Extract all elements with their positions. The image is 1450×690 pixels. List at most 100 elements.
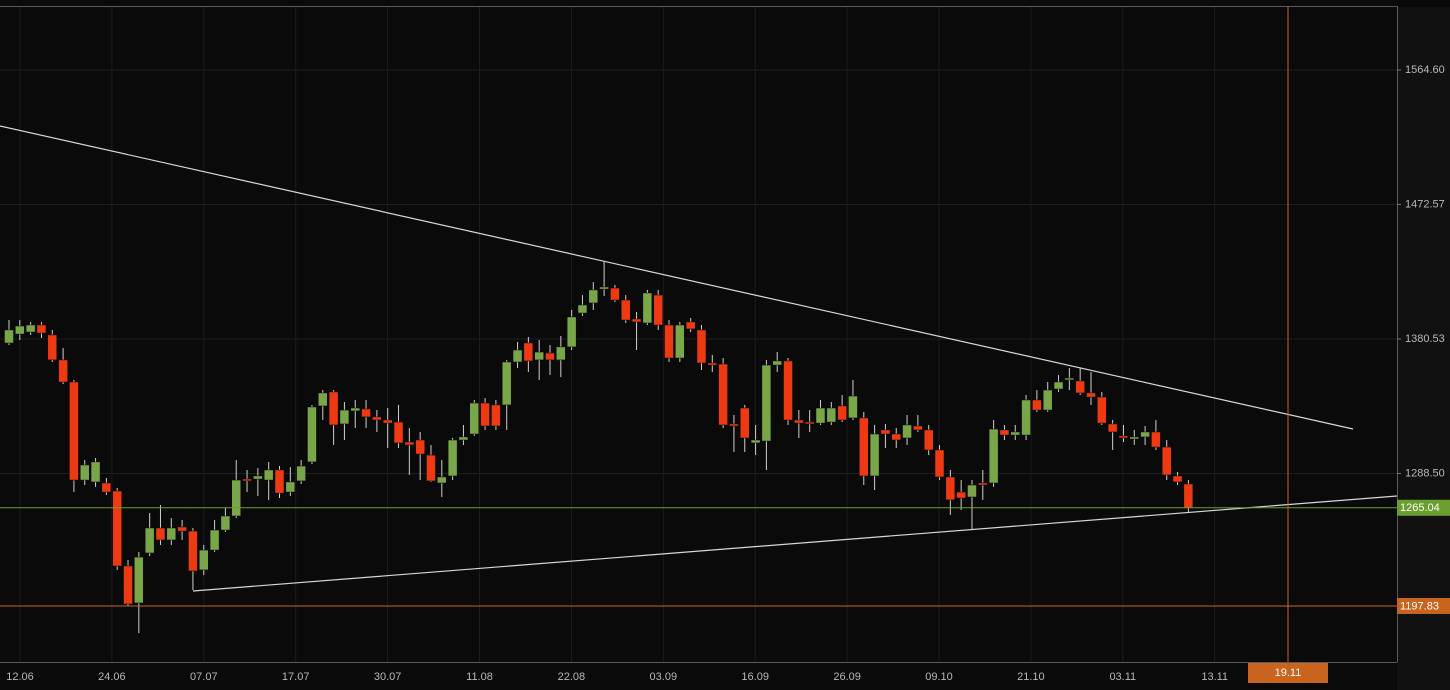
candle-body: [372, 416, 382, 421]
candle-body: [112, 490, 122, 567]
candle-body: [794, 419, 804, 424]
candle-body: [859, 417, 869, 477]
candle-body: [361, 408, 371, 418]
candle-body: [740, 407, 750, 439]
candle-body: [1064, 377, 1075, 381]
candle-body: [566, 316, 577, 348]
candle-body: [988, 428, 999, 484]
candle-body: [772, 360, 782, 366]
candle-body: [664, 324, 674, 359]
candle-body: [545, 352, 555, 361]
candle-body: [382, 419, 393, 424]
candle-body: [480, 402, 490, 427]
candle-body: [69, 381, 79, 481]
x-tick-label: 24.06: [98, 671, 126, 683]
candle-body: [177, 526, 187, 532]
candle-body: [761, 364, 772, 442]
candle-body: [491, 404, 501, 427]
candle-body: [1172, 475, 1183, 483]
candle-body: [36, 324, 47, 334]
x-tick-label: 17.07: [282, 671, 310, 683]
candle-body: [696, 329, 707, 364]
candle-body: [15, 325, 25, 335]
candle-body: [274, 469, 285, 494]
candle-body: [967, 484, 977, 498]
candle-body: [469, 402, 480, 435]
candle-body: [1140, 431, 1150, 438]
candle-body: [318, 392, 328, 407]
candle-body: [610, 287, 620, 301]
price-label: 1265.04: [1400, 502, 1440, 514]
candle-body: [415, 439, 425, 455]
price-label-box: [1397, 597, 1450, 614]
candle-body: [902, 424, 912, 439]
candle-body: [729, 423, 739, 427]
candle-body: [934, 449, 945, 478]
candle-body: [4, 329, 14, 344]
candle-body: [599, 286, 609, 290]
candle-body: [707, 362, 718, 366]
candle-body: [437, 476, 447, 484]
candle-body: [653, 294, 663, 326]
x-tick-label: 22.08: [558, 671, 586, 683]
cursor-label: 19.11: [1275, 667, 1302, 679]
candle-body: [783, 360, 793, 421]
candle-body: [588, 289, 599, 304]
candle-body: [1053, 381, 1064, 390]
candle-body: [891, 433, 901, 441]
price-label-box: [1397, 499, 1450, 516]
candle-body: [404, 441, 415, 446]
candle-body: [1021, 399, 1031, 436]
candle-body: [209, 529, 220, 551]
x-tick-label: 26.09: [833, 671, 861, 683]
y-tick-label: 1564.60: [1405, 64, 1445, 76]
x-tick-label: 16.09: [741, 671, 769, 683]
candle-body: [837, 405, 847, 421]
candle-body: [58, 359, 68, 383]
candle-body: [447, 439, 458, 477]
candle-body: [101, 482, 112, 493]
candle-body: [880, 429, 891, 435]
candle-body: [79, 464, 90, 481]
x-tick-label: 13.11: [1201, 671, 1228, 683]
candle-body: [339, 409, 350, 425]
x-tick-label: 07.07: [190, 671, 218, 683]
candle-body: [642, 292, 653, 324]
candle-body: [620, 299, 631, 321]
x-tick-label: 11.08: [466, 671, 493, 683]
candle-body: [631, 318, 642, 323]
candles: [4, 262, 1194, 634]
candle-body: [685, 321, 696, 330]
candle-body: [1010, 431, 1021, 436]
x-tick-label: 03.11: [1109, 671, 1136, 683]
cursor-label-box: [1248, 663, 1328, 683]
candle-body: [945, 476, 956, 501]
candle-body: [1097, 396, 1107, 424]
candle-body: [166, 527, 177, 541]
candle-body: [1075, 380, 1085, 394]
candle-body: [1086, 392, 1096, 398]
x-tick-label: 12.06: [6, 671, 34, 683]
y-axis-panel: [1397, 7, 1450, 690]
candle-body: [155, 527, 166, 541]
candle-body: [750, 439, 761, 444]
trendline-upper: [0, 125, 1354, 430]
candle-body: [90, 461, 101, 483]
candle-body: [556, 346, 566, 361]
candle-body: [1151, 431, 1161, 448]
candle-body: [718, 363, 728, 426]
candle-body: [134, 556, 144, 604]
x-tick-label: 21.10: [1017, 671, 1045, 683]
y-tick-label: 1288.50: [1405, 467, 1445, 479]
x-tick-label: 03.09: [650, 671, 678, 683]
candle-body: [25, 324, 36, 333]
candle-body: [47, 334, 58, 361]
candle-body: [220, 515, 231, 531]
overlay: 1564.60 1472.57 1380.53 1288.50 12.06 24.06 07…: [0, 7, 1450, 683]
candle-body: [923, 429, 934, 451]
candle-body: [1032, 399, 1042, 411]
candle-body: [804, 421, 815, 425]
candle-body: [999, 429, 1010, 436]
candle-body: [848, 395, 858, 419]
